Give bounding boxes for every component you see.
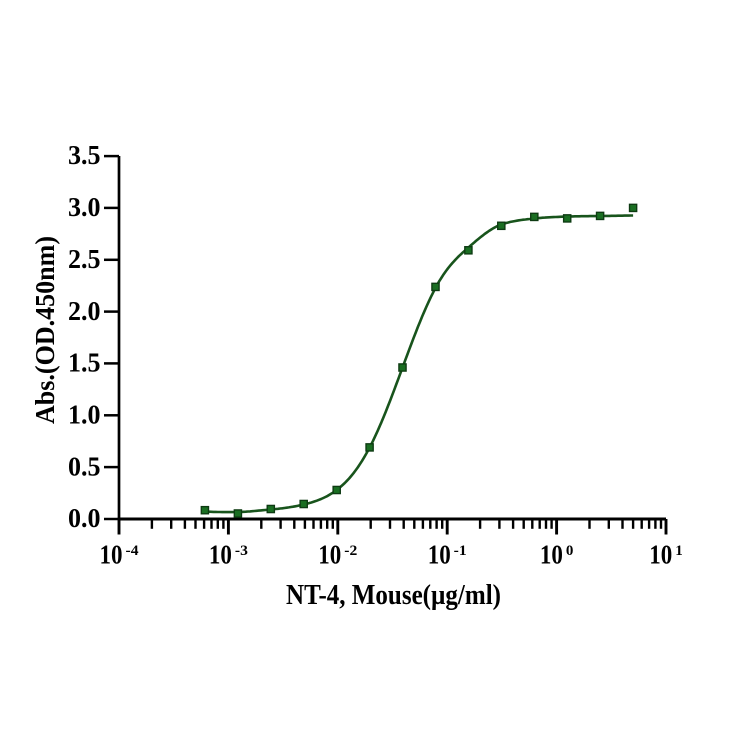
svg-text:Abs.(OD.450nm): Abs.(OD.450nm) xyxy=(30,236,60,424)
svg-text:0: 0 xyxy=(566,543,574,559)
svg-text:10: 10 xyxy=(209,540,232,570)
svg-text:10: 10 xyxy=(649,540,672,570)
svg-text:-4: -4 xyxy=(126,543,140,559)
svg-text:10: 10 xyxy=(428,540,451,570)
svg-text:10: 10 xyxy=(318,540,341,570)
svg-text:2.0: 2.0 xyxy=(68,296,101,326)
svg-text:-3: -3 xyxy=(235,543,248,559)
svg-text:3.5: 3.5 xyxy=(68,140,101,170)
svg-text:0.0: 0.0 xyxy=(68,503,101,533)
svg-text:-1: -1 xyxy=(454,543,467,559)
svg-text:1: 1 xyxy=(675,543,683,559)
svg-text:3.0: 3.0 xyxy=(68,192,101,222)
svg-text:1.0: 1.0 xyxy=(68,400,101,430)
svg-text:1.5: 1.5 xyxy=(68,348,101,378)
svg-text:10: 10 xyxy=(540,540,563,570)
svg-text:-2: -2 xyxy=(344,543,357,559)
svg-text:0.5: 0.5 xyxy=(68,451,101,481)
svg-text:10: 10 xyxy=(100,540,123,570)
svg-text:NT-4, Mouse(µg/ml): NT-4, Mouse(µg/ml) xyxy=(286,580,501,611)
svg-text:2.5: 2.5 xyxy=(68,244,101,274)
